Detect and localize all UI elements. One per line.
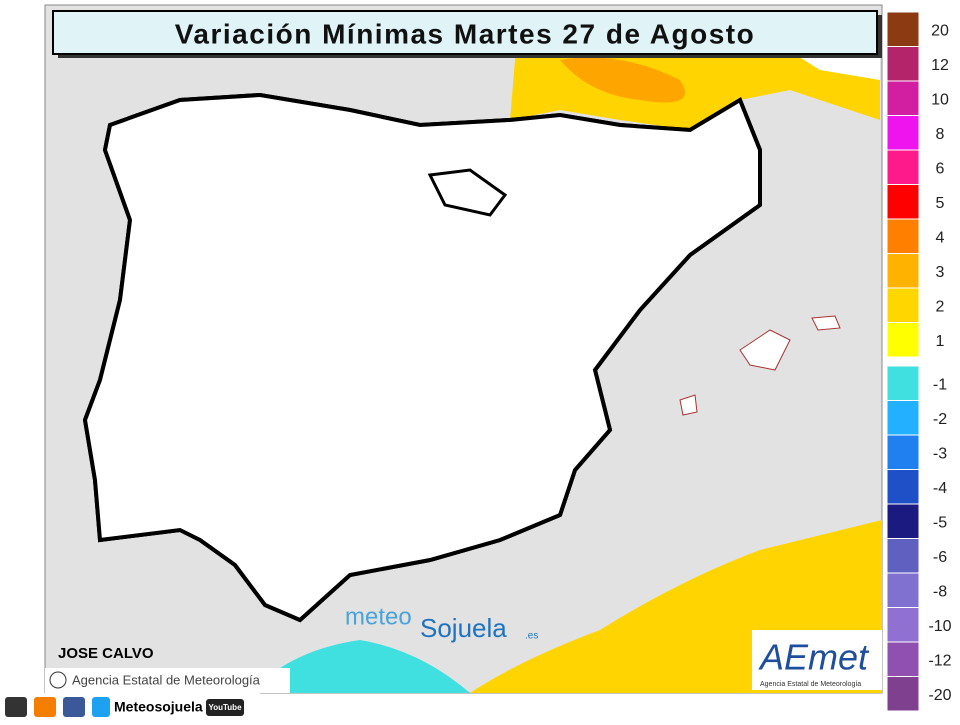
legend-swatch bbox=[886, 503, 920, 539]
legend-swatch bbox=[886, 184, 920, 220]
watermark: Sojuela bbox=[420, 613, 507, 643]
legend-label: 8 bbox=[936, 126, 945, 143]
youtube-label[interactable]: YouTube bbox=[208, 703, 242, 712]
legend-label: -1 bbox=[933, 376, 947, 393]
legend-label: 12 bbox=[931, 57, 949, 74]
legend-swatch bbox=[886, 46, 920, 82]
legend-label: 1 bbox=[936, 333, 945, 350]
facebook-icon[interactable] bbox=[63, 697, 85, 717]
watermark: .es bbox=[525, 631, 538, 642]
africa-west bbox=[250, 640, 470, 693]
legend-label: 3 bbox=[936, 264, 945, 281]
legend-swatch bbox=[886, 287, 920, 323]
watermark: meteo bbox=[345, 603, 412, 630]
legend-swatch bbox=[886, 80, 920, 116]
legend-swatch bbox=[886, 253, 920, 289]
legend-swatch bbox=[886, 400, 920, 436]
legend-swatch bbox=[886, 572, 920, 608]
legend-label: 4 bbox=[936, 229, 945, 246]
france-warm bbox=[560, 57, 685, 103]
title: Variación Mínimas Martes 27 de Agosto bbox=[175, 18, 755, 49]
legend-swatch bbox=[886, 115, 920, 151]
legend-label: 6 bbox=[936, 160, 945, 177]
copyright-icon bbox=[49, 671, 67, 689]
brand[interactable]: Meteosojuela bbox=[114, 699, 203, 715]
legend-swatch bbox=[886, 538, 920, 574]
credit-box bbox=[45, 668, 290, 693]
legend-label: -6 bbox=[933, 549, 947, 566]
logo-box bbox=[752, 630, 882, 690]
twitter-icon[interactable] bbox=[92, 697, 110, 717]
legend-swatch bbox=[886, 11, 920, 47]
legend-label: -8 bbox=[933, 583, 947, 600]
legend-label: -12 bbox=[928, 652, 951, 669]
legend-label: 5 bbox=[936, 195, 945, 212]
legend-swatch bbox=[886, 469, 920, 505]
legend-label: -4 bbox=[933, 480, 947, 497]
legend-label: -10 bbox=[928, 618, 951, 635]
legend-label: -20 bbox=[928, 687, 951, 704]
legend-label: -2 bbox=[933, 411, 947, 428]
ibiza bbox=[679, 394, 698, 416]
youtube-icon[interactable] bbox=[206, 699, 244, 716]
legend-label: -3 bbox=[933, 445, 947, 462]
legend-swatch bbox=[886, 218, 920, 254]
legend-label: 20 bbox=[931, 22, 949, 39]
legend-swatch bbox=[886, 365, 920, 401]
legend-swatch bbox=[886, 322, 920, 358]
legend-swatch bbox=[886, 434, 920, 470]
legend-label: -5 bbox=[933, 514, 947, 531]
legend-swatch bbox=[886, 676, 920, 712]
blogger-icon[interactable] bbox=[34, 697, 56, 717]
menorca bbox=[811, 315, 841, 331]
author: JOSE CALVO bbox=[58, 645, 154, 662]
legend-label: 10 bbox=[931, 91, 949, 108]
legend-label: 2 bbox=[936, 298, 945, 315]
legend-swatch bbox=[886, 149, 920, 185]
title-box bbox=[52, 10, 878, 55]
legend-swatch bbox=[886, 607, 920, 643]
credit: Agencia Estatal de Meteorología bbox=[72, 672, 261, 687]
legend-swatch bbox=[886, 641, 920, 677]
mallorca bbox=[739, 329, 791, 371]
logo-subtitle: Agencia Estatal de Meteorología bbox=[760, 681, 861, 688]
logo: AEmet bbox=[758, 637, 870, 678]
la-rioja bbox=[427, 168, 508, 217]
instagram-icon[interactable] bbox=[5, 697, 27, 717]
legend: 20 12 10 8 6 5 4 3 2 1 -1 -2 -3 -4 -5 -6 -8 -10 -12 -20 bbox=[886, 11, 952, 712]
